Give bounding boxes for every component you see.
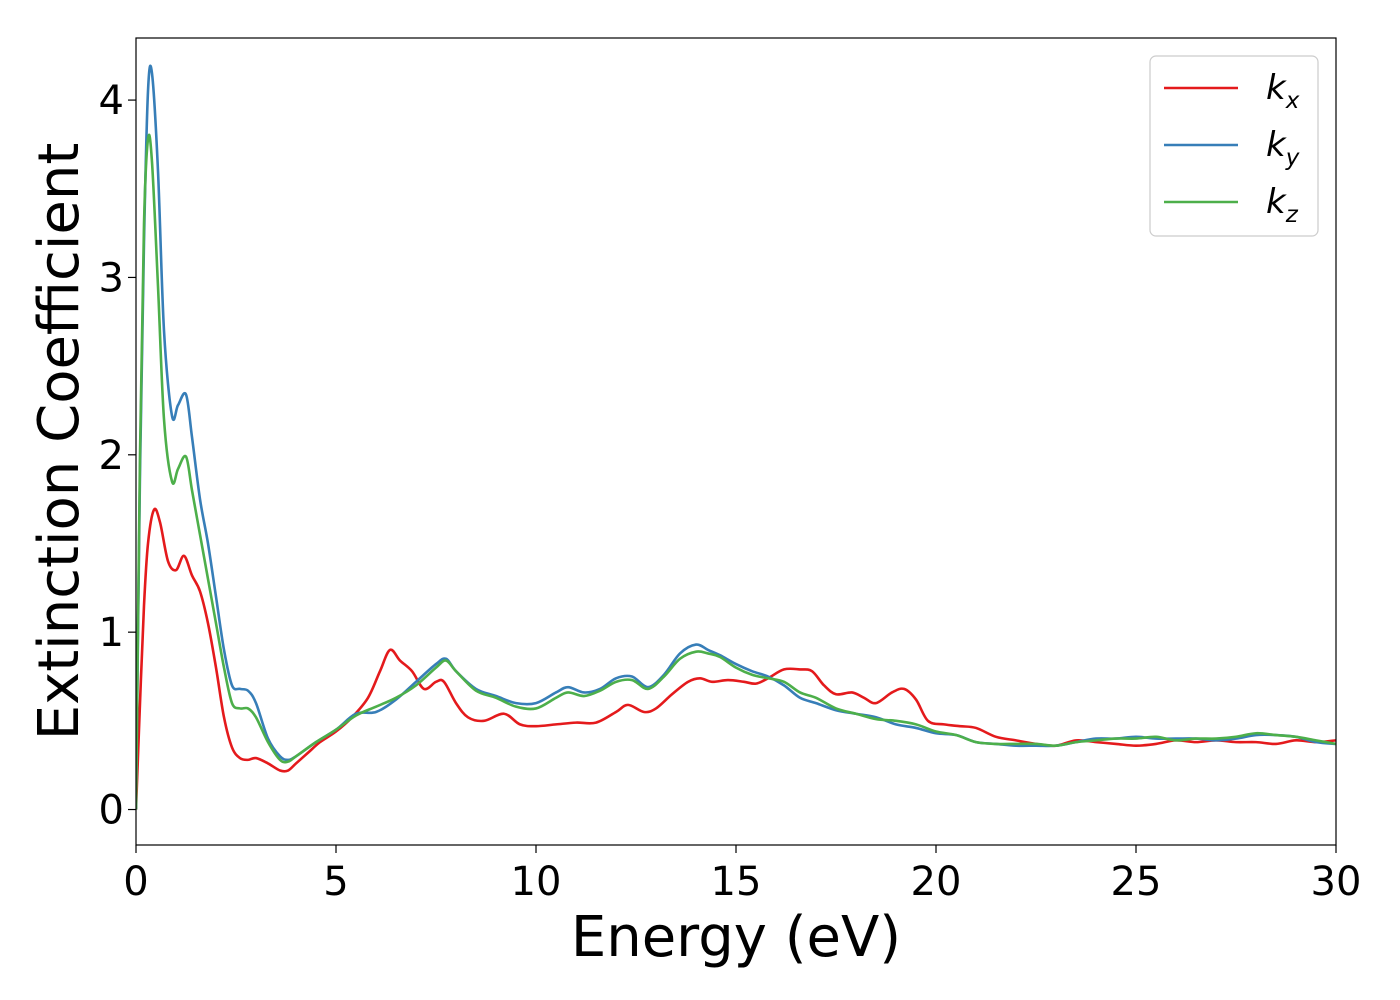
- series-line-z: [136, 133, 1336, 810]
- y-tick-label: 4: [99, 78, 124, 124]
- x-tick-label: 25: [1111, 859, 1162, 905]
- x-tick-label: 15: [711, 859, 762, 905]
- ticks-layer: 0 5 10 15 20 25 30 0 1 2 3 4: [99, 78, 1362, 905]
- legend-label-sub: y: [1285, 145, 1300, 171]
- legend-label-x: kx: [1266, 68, 1300, 114]
- legend-label-main: k: [1266, 68, 1287, 108]
- y-tick-label: 0: [99, 788, 124, 834]
- y-axis-title: Extinction Coefficient: [27, 143, 92, 741]
- legend-label-sub: x: [1285, 88, 1300, 114]
- x-tick-label: 10: [511, 859, 562, 905]
- legend-label-main: k: [1266, 125, 1287, 165]
- series-layer: [136, 64, 1336, 810]
- x-tick-label: 20: [911, 859, 962, 905]
- y-tick-label: 3: [99, 255, 124, 301]
- legend-label-sub: z: [1285, 202, 1299, 228]
- x-tick-label: 30: [1311, 859, 1362, 905]
- legend-label-z: kz: [1266, 182, 1299, 228]
- series-line-x: [136, 507, 1336, 810]
- legend-label-main: k: [1266, 182, 1287, 222]
- x-axis-title: Energy (eV): [571, 905, 901, 970]
- legend-label-y: ky: [1266, 125, 1300, 171]
- y-tick-label: 1: [99, 610, 124, 656]
- x-tick-label: 5: [323, 859, 348, 905]
- x-tick-label: 0: [123, 859, 148, 905]
- y-tick-label: 2: [99, 433, 124, 479]
